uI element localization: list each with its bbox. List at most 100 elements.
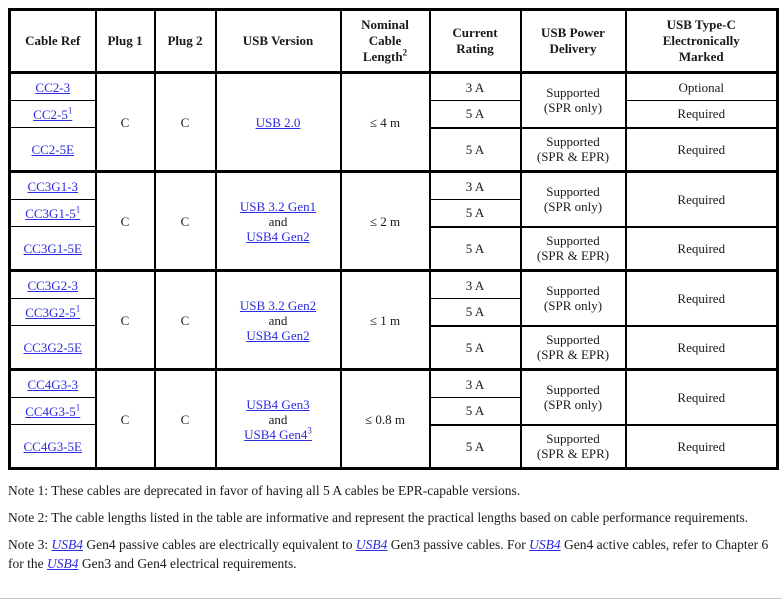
- usb-version-link[interactable]: USB 3.2 Gen1: [239, 198, 317, 214]
- cable-ref-link[interactable]: CC4G3-5E: [23, 438, 83, 454]
- cable-ref-link[interactable]: CC3G1-3: [27, 178, 79, 194]
- table-row: CC2-51 5 A Required: [8, 100, 779, 128]
- footnote-text: Gen3 and Gen4 electrical requirements.: [78, 556, 297, 571]
- cable-ref-link[interactable]: CC3G2-5E: [23, 339, 83, 355]
- page: Cable Ref Plug 1 Plug 2 USB Version Nominal C…: [8, 8, 779, 573]
- cell-plug1: C: [94, 71, 156, 172]
- cable-ref-link[interactable]: CC4G3-51: [25, 402, 81, 419]
- cell-usb-version: USB 3.2 Gen1 and USB4 Gen2: [214, 170, 342, 271]
- cell-emarked: Required: [624, 368, 779, 425]
- cell-emarked: Required: [624, 225, 779, 271]
- usb-version-link[interactable]: USB 2.0: [255, 114, 301, 130]
- cell-power-delivery: Supported (SPR only): [519, 368, 627, 425]
- table-row: CC3G2-51 5 A: [8, 298, 778, 326]
- column-header-power-delivery: USB Power Delivery: [519, 9, 627, 74]
- superscript: 1: [67, 105, 73, 116]
- cell-plug2: C: [153, 269, 217, 370]
- footnote-text: Note 2: The cable lengths listed in the …: [8, 510, 749, 525]
- cell-emarked: Required: [624, 324, 779, 370]
- cable-ref-link[interactable]: CC3G1-51: [25, 204, 81, 221]
- cell-cable-ref: CC3G1-3: [8, 170, 97, 200]
- cell-cable-ref: CC2-3: [8, 71, 97, 101]
- cable-ref-link[interactable]: CC4G3-3: [27, 376, 79, 392]
- footnote-text: Gen4 active cables, refer to Chapter 6 f…: [8, 537, 769, 571]
- table-row: CC2-5E 5 A Supported (SPR & EPR) Required: [8, 126, 779, 172]
- superscript: 1: [75, 204, 81, 215]
- cell-cable-length: ≤ 1 m: [339, 269, 431, 370]
- cell-plug2: C: [153, 368, 217, 469]
- usb-version-text: and: [268, 312, 288, 328]
- cell-usb-version: USB 3.2 Gen2 and USB4 Gen2: [214, 269, 342, 370]
- footnote: Note 1: These cables are deprecated in f…: [8, 481, 778, 500]
- superscript: 2: [402, 47, 408, 58]
- header-row: Cable Ref Plug 1 Plug 2 USB Version Nominal C…: [8, 9, 779, 74]
- cell-emarked: Required: [624, 269, 779, 326]
- cell-power-delivery: Supported (SPR & EPR): [519, 225, 627, 271]
- usb4-link[interactable]: USB4: [51, 537, 84, 552]
- cell-cable-length: ≤ 2 m: [339, 170, 431, 271]
- usb-version-link[interactable]: USB4 Gen2: [246, 228, 310, 244]
- cell-cable-ref: CC3G2-3: [8, 269, 97, 299]
- column-header-cable-ref: Cable Ref: [8, 9, 97, 74]
- cable-ref-link[interactable]: CC2-5E: [31, 141, 75, 157]
- cell-power-delivery: Supported (SPR only): [519, 170, 627, 227]
- cable-requirements-table: Cable Ref Plug 1 Plug 2 USB Version Nominal C…: [8, 8, 779, 470]
- cell-cable-length: ≤ 0.8 m: [339, 368, 431, 469]
- cell-plug2: C: [153, 71, 217, 172]
- usb-version-text: and: [268, 213, 288, 229]
- cell-cable-length: ≤ 4 m: [339, 71, 431, 172]
- cell-power-delivery: Supported (SPR & EPR): [519, 126, 627, 172]
- usb4-link[interactable]: USB4: [355, 537, 388, 552]
- cable-ref-link[interactable]: CC3G2-3: [27, 277, 79, 293]
- cable-ref-link[interactable]: CC2-51: [33, 105, 73, 122]
- usb4-link[interactable]: USB4: [529, 537, 561, 552]
- table-row: CC3G1-5E 5 A Supported (SPR & EPR) Required: [8, 225, 779, 271]
- usb-version-link[interactable]: USB 3.2 Gen2: [239, 297, 317, 313]
- cell-cable-ref: CC2-51: [8, 100, 97, 128]
- cell-emarked: Required: [624, 126, 779, 172]
- cell-plug1: C: [94, 368, 156, 469]
- cell-power-delivery: Supported (SPR only): [519, 269, 627, 326]
- cell-current-rating: 3 A: [428, 170, 522, 200]
- table-header: Cable Ref Plug 1 Plug 2 USB Version Nominal C…: [8, 9, 779, 74]
- footnote-text: Gen4 passive cables are electrically equ…: [83, 537, 356, 552]
- superscript: 3: [307, 425, 312, 436]
- footnote-text: Note 3:: [8, 537, 52, 552]
- cell-current-rating: 5 A: [428, 423, 522, 469]
- footnote-text: Gen3 passive cables. For: [387, 537, 530, 552]
- cable-ref-link[interactable]: CC3G1-5E: [23, 240, 83, 256]
- cell-current-rating: 5 A: [428, 324, 522, 370]
- usb4-link[interactable]: USB4: [46, 556, 79, 571]
- cell-cable-ref: CC4G3-51: [8, 397, 97, 425]
- cell-emarked: Required: [624, 100, 779, 128]
- cable-ref-link[interactable]: CC3G2-51: [25, 303, 81, 320]
- cell-current-rating: 3 A: [428, 71, 522, 101]
- cell-cable-ref: CC3G1-5E: [8, 226, 97, 271]
- cable-ref-link[interactable]: CC2-3: [35, 79, 71, 95]
- column-header-emarked: USB Type-C Electronically Marked: [624, 9, 779, 74]
- cell-emarked: Required: [624, 170, 779, 227]
- cell-cable-ref: CC2-5E: [8, 127, 97, 172]
- superscript: 1: [75, 402, 81, 413]
- cell-cable-ref: CC3G2-5E: [8, 325, 97, 370]
- usb-version-link[interactable]: USB4 Gen43: [244, 425, 312, 442]
- usb-version-link[interactable]: USB4 Gen3: [246, 396, 310, 412]
- cell-power-delivery: Supported (SPR only): [519, 71, 627, 128]
- cell-cable-ref: CC4G3-5E: [8, 424, 97, 469]
- column-header-current-rating: Current Rating: [428, 9, 522, 74]
- usb-version-text: and: [268, 411, 288, 427]
- table-row: CC3G1-51 5 A: [8, 199, 778, 227]
- cell-cable-ref: CC4G3-3: [8, 368, 97, 398]
- cell-plug1: C: [94, 269, 156, 370]
- footnote: Note 3: USB4 Gen4 passive cables are ele…: [8, 535, 778, 573]
- cell-current-rating: 5 A: [428, 126, 522, 172]
- table-row: CC3G2-5E 5 A Supported (SPR & EPR) Required: [8, 324, 779, 370]
- page-bottom-rule: [0, 598, 782, 599]
- usb-version-link[interactable]: USB4 Gen2: [246, 327, 310, 343]
- footnote-text: Note 1: These cables are deprecated in f…: [8, 483, 521, 498]
- column-header-cable-length: Nominal Cable Length2: [339, 9, 431, 74]
